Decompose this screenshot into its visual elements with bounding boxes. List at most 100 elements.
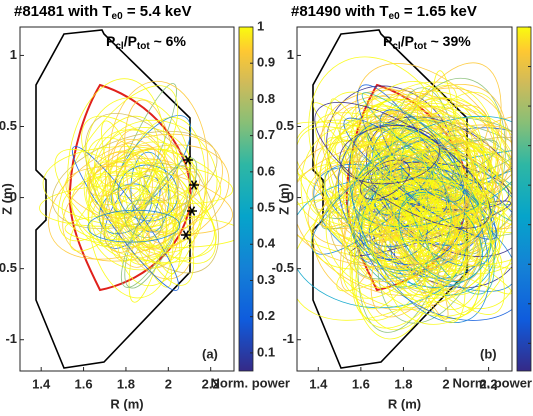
- colorbar-tick-label: 0.8: [257, 91, 275, 106]
- orbit: [314, 101, 491, 229]
- x-tick-label: 1.6: [352, 376, 370, 391]
- y-tick-label: 0.5: [276, 118, 294, 133]
- orbit: [69, 159, 163, 252]
- orbit: [306, 136, 489, 229]
- orbit: [398, 191, 483, 282]
- orbit: [325, 175, 434, 289]
- x-tick-label: 1.8: [117, 376, 135, 391]
- colorbar-tick-label: 0.5: [257, 199, 275, 214]
- x-tick-label: 1.6: [75, 376, 93, 391]
- annotation-part: tot: [137, 41, 150, 52]
- colorbar-tick-label: 0.7: [257, 127, 275, 142]
- orbit: [129, 193, 168, 258]
- annotation-part: ~ 6%: [150, 33, 187, 49]
- x-axis-label: R (m): [110, 396, 143, 411]
- orbit: [371, 148, 512, 269]
- orbit: [87, 160, 149, 215]
- y-tick-label: -1: [282, 331, 294, 346]
- colorbar-tick-label: 1: [257, 18, 264, 33]
- plot-frame: [296, 26, 513, 372]
- asterisk-stroke: [182, 230, 190, 240]
- orbit: [84, 112, 219, 274]
- orbit: [352, 109, 475, 238]
- orbit: [371, 87, 487, 214]
- orbits: [39, 78, 234, 303]
- chart-title-part: e0: [112, 11, 124, 22]
- vessel-wall: [35, 29, 191, 369]
- colorbar: [238, 26, 254, 372]
- chart-title-part: = 1.65 keV: [400, 3, 477, 20]
- orbit: [342, 182, 440, 299]
- orbit: [85, 97, 191, 229]
- orbit: [124, 99, 179, 244]
- y-tick-label: 1: [287, 47, 294, 62]
- colorbar-tick-label: 0.3: [257, 272, 275, 287]
- colorbar-tick-label: 0.1: [257, 344, 275, 359]
- orbit: [389, 120, 484, 228]
- x-tick-label: 2.2: [202, 376, 220, 391]
- orbits: [297, 56, 512, 340]
- x-tick-label: 2.2: [480, 376, 498, 391]
- orbit: [321, 170, 431, 230]
- chart-title-part: #81490 with T: [291, 3, 389, 20]
- orbit: [370, 136, 504, 303]
- orbit: [328, 200, 512, 267]
- x-tick-label: 1.8: [394, 376, 412, 391]
- colorbar-tick-label: 0.4: [257, 236, 276, 251]
- x-tick-label: 2: [442, 376, 449, 391]
- y-tick-label: 0: [10, 189, 17, 204]
- orbit: [71, 171, 215, 263]
- x-tick-label: 1.4: [309, 376, 328, 391]
- panel-label: (a): [202, 346, 218, 361]
- colorbar-tick-label: 0.9: [257, 55, 275, 70]
- asterisk-stroke: [184, 155, 192, 165]
- orbit: [320, 102, 512, 243]
- asterisk: [189, 180, 199, 190]
- orbit: [310, 138, 442, 255]
- annotation-part: /P: [124, 33, 137, 49]
- orbit: [81, 115, 217, 264]
- separatrix: [68, 83, 192, 292]
- orbit: [64, 213, 234, 249]
- asterisk-stroke: [188, 206, 196, 216]
- chart-title-part: #81481 with T: [14, 3, 112, 20]
- annotation-part: cl: [392, 41, 401, 52]
- y-tick-label: -0.5: [272, 260, 294, 275]
- orbit: [417, 85, 481, 240]
- orbit: [102, 148, 169, 253]
- orbit: [88, 162, 195, 271]
- annotation-part: P: [383, 33, 392, 49]
- x-axis-label: R (m): [388, 396, 421, 411]
- orbit: [57, 85, 179, 242]
- annotation-part: /P: [401, 33, 414, 49]
- asterisk: [183, 155, 193, 165]
- orbit: [349, 178, 427, 310]
- annotation-part: tot: [414, 41, 427, 52]
- panel: 1.4 1.6 1.8 2 2.2 -1 -0.5 0 0.5 1 R (m) Z (m) (a) #81…: [0, 3, 290, 411]
- chart-title-part: e0: [389, 11, 401, 22]
- orbit: [93, 129, 203, 253]
- orbit: [143, 162, 180, 202]
- colorbar-label: Norm. power: [211, 375, 290, 390]
- colorbar-tick-label: 0.2: [257, 308, 275, 323]
- asterisk: [187, 206, 197, 216]
- x-tick-label: 2: [165, 376, 172, 391]
- orbit: [142, 211, 180, 247]
- orbit: [339, 125, 440, 185]
- orbit: [88, 151, 153, 219]
- chart-title-part: = 5.4 keV: [123, 3, 192, 20]
- orbit: [297, 126, 458, 291]
- y-tick-label: 0.5: [0, 118, 17, 133]
- colorbar-tick-label: 0.6: [257, 163, 275, 178]
- plot-frame: [19, 26, 235, 372]
- y-axis-label: Z (m): [276, 183, 291, 215]
- annotation-part: cl: [115, 41, 124, 52]
- orbit: [67, 78, 166, 248]
- orbit: [48, 133, 223, 260]
- orbit: [124, 199, 164, 238]
- orbit: [98, 170, 191, 243]
- x-tick-label: 1.4: [32, 376, 51, 391]
- colorbar: [516, 26, 532, 372]
- chart-title: #81481 with Te0 = 5.4 keV: [14, 3, 191, 22]
